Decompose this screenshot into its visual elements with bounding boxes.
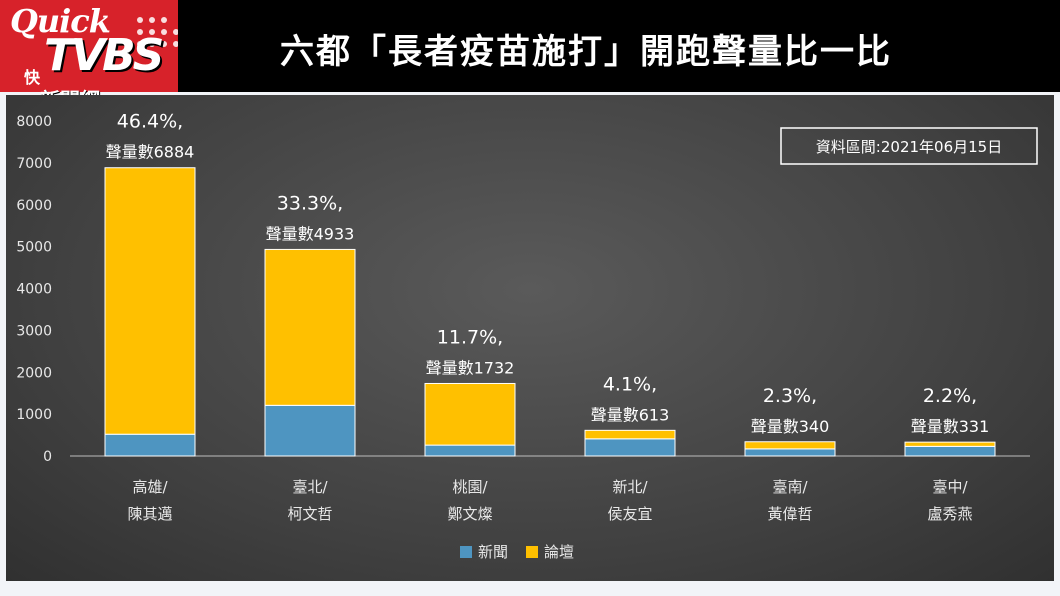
x-tick-label-city: 臺中/	[932, 478, 968, 496]
bar-segment-forum	[904, 441, 996, 447]
logo-sub-text: 快	[24, 68, 41, 87]
bar-segment-forum	[104, 167, 196, 435]
bar-segment-news	[904, 445, 996, 457]
logo-tvbs-text: TVBS	[44, 30, 164, 81]
y-tick-label: 2000	[16, 365, 52, 381]
tvbs-logo: Quick 快	[0, 0, 178, 92]
bar-segment-news	[584, 438, 676, 457]
page-title: 六都「長者疫苗施打」開跑聲量比一比	[280, 32, 892, 72]
x-tick-label-city: 新北/	[612, 478, 648, 496]
y-tick-label: 4000	[16, 282, 52, 298]
y-tick-label: 7000	[16, 156, 52, 172]
bar-count-label: 聲量數4933	[266, 224, 355, 243]
y-tick-label: 0	[43, 449, 52, 465]
y-tick-label: 5000	[16, 240, 52, 256]
frame-right-edge	[1054, 95, 1060, 581]
bar-percent-label: 46.4%,	[117, 111, 183, 133]
bar-count-label: 聲量數6884	[106, 143, 195, 162]
x-tick-label-name: 陳其邁	[127, 505, 172, 523]
legend-swatch-news	[460, 546, 472, 558]
bar-count-label: 聲量數340	[751, 417, 830, 436]
bar-percent-label: 2.3%,	[763, 385, 817, 407]
x-tick-label-city: 高雄/	[132, 478, 168, 496]
x-tick-label-name: 鄭文燦	[447, 505, 492, 523]
bar-segment-forum	[744, 441, 836, 450]
frame-left-edge	[0, 95, 6, 581]
x-tick-label-city: 臺南/	[772, 478, 808, 496]
legend-label: 論壇	[544, 543, 574, 561]
x-tick-label-name: 柯文哲	[287, 505, 332, 523]
x-tick-label-name: 侯友宜	[607, 505, 652, 523]
bar-segment-news	[744, 448, 836, 457]
y-tick-label: 6000	[16, 198, 52, 214]
bar-percent-label: 4.1%,	[603, 373, 657, 395]
x-tick-label-city: 桃園/	[452, 478, 488, 496]
stacked-bar-chart: 0 1000 2000 3000 4000 5000 6000 7000 8000 46.4%, 聲…	[16, 111, 1038, 561]
legend-label: 新聞	[478, 543, 508, 561]
bar-percent-label: 2.2%,	[923, 385, 977, 407]
y-tick-label: 8000	[16, 114, 52, 130]
header-bar: Quick 快 TVBS 新聞網 六都「長者疫苗施打」開跑聲量比一比	[0, 0, 1060, 112]
bar-segment-forum	[584, 429, 676, 440]
bar-percent-label: 11.7%,	[437, 326, 503, 348]
y-tick-label: 3000	[16, 323, 52, 339]
y-tick-label: 1000	[16, 407, 52, 423]
logo-quick-text: Quick	[10, 2, 111, 40]
bar-segment-forum	[264, 248, 356, 406]
bar-percent-label: 33.3%,	[277, 192, 343, 214]
date-range-box	[780, 127, 1038, 165]
legend-swatch-forum	[526, 546, 538, 558]
x-tick-label-name: 盧秀燕	[927, 505, 972, 523]
bar-segment-forum	[424, 382, 516, 446]
x-tick-label-name: 黃偉哲	[767, 505, 812, 523]
bar-count-label: 聲量數331	[911, 417, 990, 436]
x-tick-label-city: 臺北/	[292, 478, 328, 496]
bar-segment-news	[264, 404, 356, 457]
bar-count-label: 聲量數613	[591, 405, 670, 424]
date-range-label: 資料區間:2021年06月15日	[816, 138, 1002, 156]
bar-segment-news	[104, 433, 196, 457]
bar-segment-news	[424, 444, 516, 457]
bar-count-label: 聲量數1732	[426, 358, 515, 377]
logo-dots-icon	[137, 17, 178, 47]
